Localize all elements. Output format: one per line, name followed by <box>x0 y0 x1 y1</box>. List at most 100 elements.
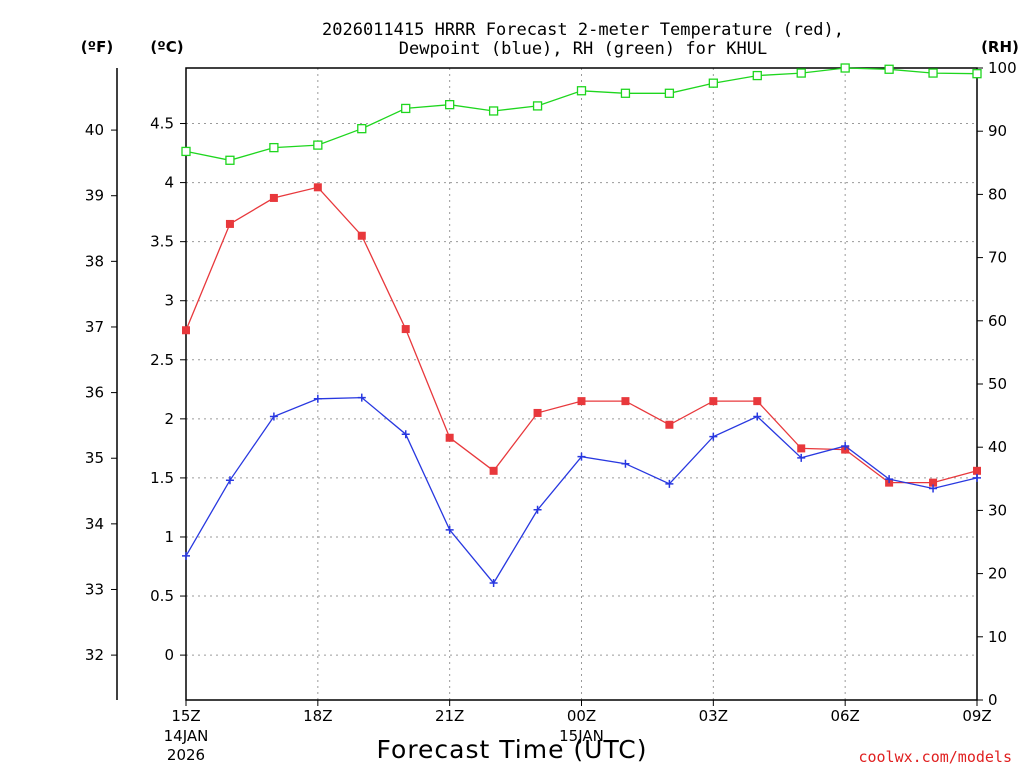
fahrenheit-unit-label: (ºF) <box>81 38 113 56</box>
temperature-point <box>621 397 630 406</box>
x-tick-label: 21Z <box>435 707 464 725</box>
x-tick-label: 18Z <box>303 707 332 725</box>
x-tick-label: 00Z <box>567 707 596 725</box>
dewpoint-point <box>973 473 981 482</box>
rh-point <box>620 88 631 98</box>
grid <box>186 68 977 700</box>
rh-tick-label: 90 <box>988 122 1007 140</box>
rh-tick-label: 50 <box>988 375 1007 393</box>
x-tick-date-label: 14JAN <box>164 727 209 745</box>
fahrenheit-tick-label: 39 <box>85 187 104 205</box>
x-tick-year-label: 2026 <box>167 746 205 764</box>
temperature-point <box>929 478 938 487</box>
fahrenheit-tick-label: 32 <box>85 646 104 664</box>
rh-unit-label: (RH) <box>981 38 1019 56</box>
x-tick-label: 15Z <box>171 707 200 725</box>
celsius-tick-label: 2 <box>164 410 174 428</box>
temperature-point <box>973 466 981 475</box>
celsius-tick-label: 4 <box>164 174 174 192</box>
fahrenheit-tick-label: 37 <box>85 318 104 336</box>
fahrenheit-tick-label: 34 <box>85 515 104 533</box>
rh-tick-label: 70 <box>988 249 1007 267</box>
dewpoint-point <box>357 393 366 402</box>
rh-point <box>269 142 279 153</box>
plot-frame <box>185 67 978 701</box>
chart-title-line-2: Dewpoint (blue), RH (green) for KHUL <box>399 39 767 59</box>
dewpoint-point <box>753 412 762 421</box>
temperature-point <box>489 466 498 475</box>
chart-title-line-1: 2026011415 HRRR Forecast 2-meter Tempera… <box>322 20 844 40</box>
rh-point <box>225 155 235 165</box>
temperature-point <box>753 397 762 406</box>
rh-point <box>576 86 587 96</box>
temperature-point <box>313 183 322 192</box>
rh-point <box>313 140 323 150</box>
celsius-tick-label: 2.5 <box>150 351 174 369</box>
fahrenheit-tick-label: 36 <box>85 384 104 402</box>
x-tick-label: 03Z <box>699 707 728 725</box>
rh-tick-label: 0 <box>988 691 998 709</box>
celsius-tick-label: 1.5 <box>150 469 174 487</box>
dewpoint-point <box>841 442 850 451</box>
series <box>181 63 982 588</box>
dewpoint-point <box>665 479 674 488</box>
rh-point <box>752 70 762 81</box>
rh-point <box>796 68 806 78</box>
dewpoint-point <box>182 551 190 560</box>
dewpoint-point <box>401 430 410 439</box>
fahrenheit-tick-label: 40 <box>85 121 104 139</box>
rh-tick-label: 80 <box>988 185 1007 203</box>
celsius-tick-label: 4.5 <box>150 115 174 133</box>
rh-tick-label: 10 <box>988 628 1007 646</box>
rh-point <box>664 88 675 98</box>
dewpoint-point <box>621 459 630 468</box>
rh-tick-label: 30 <box>988 501 1007 519</box>
temperature-point <box>797 444 806 453</box>
series-dewpoint <box>182 393 981 588</box>
fahrenheit-tick-label: 35 <box>85 449 104 467</box>
x-tick-label: 06Z <box>830 707 859 725</box>
dewpoint-point <box>885 475 894 484</box>
temperature-point <box>225 219 234 228</box>
dewpoint-point <box>445 525 454 534</box>
tick-labels: 0 0.5 1 1.5 2 2.5 3 3.5 4 4.5 32 33 34 35 36 37 38 39 40 0 1… <box>85 59 1017 764</box>
dewpoint-point <box>225 476 234 485</box>
celsius-tick-label: 0.5 <box>150 587 174 605</box>
rh-point <box>445 100 455 110</box>
temperature-point <box>401 325 410 334</box>
temperature-point <box>577 397 586 406</box>
dewpoint-point <box>709 432 718 441</box>
rh-point <box>181 146 191 157</box>
temperature-point <box>182 326 190 335</box>
temperature-point <box>533 408 542 417</box>
rh-point <box>972 69 982 79</box>
dewpoint-point <box>269 412 278 421</box>
celsius-tick-label: 3 <box>164 292 174 310</box>
fahrenheit-tick-label: 33 <box>85 580 104 598</box>
dewpoint-point <box>489 579 498 588</box>
rh-point <box>357 124 367 134</box>
rh-tick-label: 60 <box>988 312 1007 330</box>
dewpoint-point <box>313 394 322 403</box>
rh-point <box>401 103 411 114</box>
temperature-point <box>709 397 718 406</box>
dewpoint-point <box>797 453 806 462</box>
fahrenheit-tick-label: 38 <box>85 252 104 270</box>
temperature-point <box>445 433 454 442</box>
rh-point <box>532 101 543 111</box>
series-rh <box>181 63 982 165</box>
rh-tick-label: 40 <box>988 438 1007 456</box>
celsius-tick-label: 3.5 <box>150 233 174 251</box>
dewpoint-point <box>577 452 586 461</box>
axes <box>116 67 978 701</box>
dewpoint-point <box>533 505 542 514</box>
source-credit[interactable]: coolwx.com/models <box>858 748 1012 766</box>
celsius-tick-label: 0 <box>164 646 174 664</box>
temperature-point <box>357 231 366 240</box>
dewpoint-point <box>929 484 938 493</box>
temperature-point <box>665 420 674 429</box>
x-tick-date-label: 15JAN <box>559 727 604 745</box>
x-axis-label: Forecast Time (UTC) <box>377 735 648 764</box>
rh-point <box>928 68 938 78</box>
